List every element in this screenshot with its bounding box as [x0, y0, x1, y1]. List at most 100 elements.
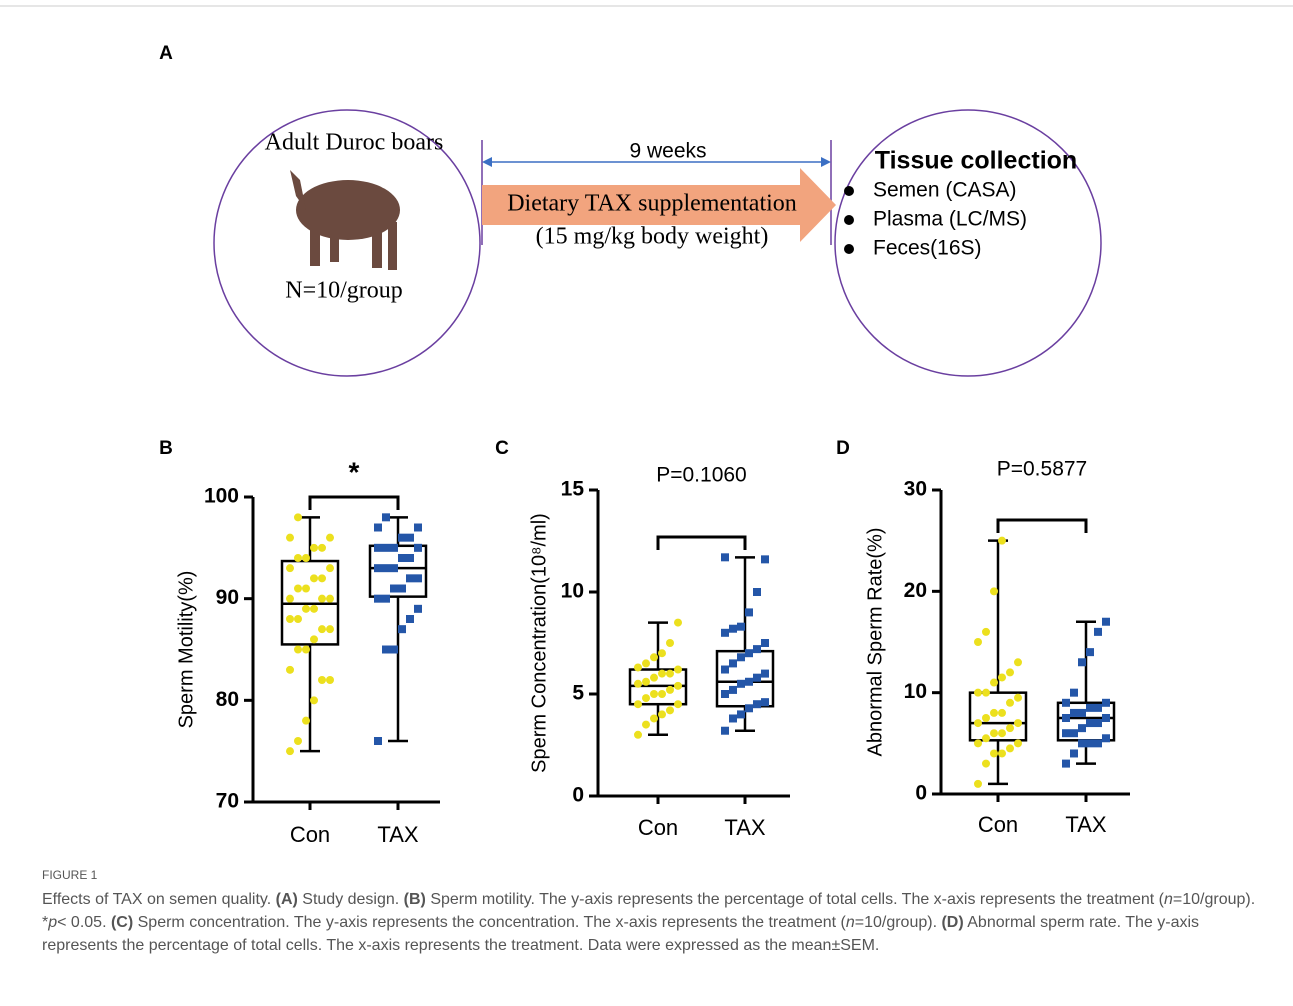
data-point — [1070, 708, 1078, 717]
data-point — [745, 704, 753, 713]
data-point — [658, 649, 666, 658]
caption: FIGURE 1 Effects of TAX on semen quality… — [42, 868, 1257, 957]
data-point — [650, 673, 658, 682]
data-point — [1078, 739, 1086, 748]
dose: (15 mg/kg body weight) — [536, 224, 769, 250]
y-axis-label: Sperm Concentration(10⁸/ml) — [528, 513, 550, 773]
data-point — [310, 574, 318, 583]
data-point — [982, 714, 990, 722]
y-tick-label: 80 — [216, 688, 239, 711]
y-tick-label: 5 — [572, 682, 584, 705]
y-tick-label: 100 — [204, 485, 239, 508]
data-point — [382, 564, 390, 573]
panel-label: C — [495, 438, 509, 459]
collection-item: Plasma (LC/MS) — [873, 208, 1027, 231]
data-point — [398, 625, 406, 634]
data-point — [1062, 714, 1070, 722]
data-point — [650, 714, 658, 723]
data-point — [990, 587, 998, 596]
box — [968, 691, 1028, 742]
collection-item: Semen (CASA) — [873, 179, 1017, 202]
data-point — [406, 574, 414, 583]
data-point — [326, 533, 334, 542]
data-point — [1014, 719, 1022, 728]
bullet — [844, 244, 854, 254]
data-point — [318, 574, 326, 583]
data-point — [398, 554, 406, 562]
data-point — [374, 523, 382, 532]
figure: A Adult Duroc boars N=10/group 9 weeks D… — [0, 5, 1293, 847]
data-point — [382, 645, 390, 654]
data-point — [318, 625, 326, 634]
data-point — [974, 688, 982, 697]
caption-part: Effects of TAX on semen quality. — [42, 891, 276, 908]
annotation: P=0.5877 — [997, 458, 1088, 481]
data-point — [398, 584, 406, 593]
y-tick-label: 0 — [572, 784, 584, 807]
data-point — [1102, 734, 1110, 743]
data-point — [382, 594, 390, 603]
data-point — [737, 653, 745, 662]
data-point — [729, 624, 737, 633]
data-point — [634, 679, 642, 688]
data-point — [634, 700, 642, 709]
data-point — [286, 665, 294, 674]
caption-part: (A) — [275, 891, 298, 908]
data-point — [1006, 724, 1014, 733]
data-point — [1094, 739, 1102, 748]
data-point — [1094, 627, 1102, 636]
data-point — [1070, 688, 1078, 697]
collection-item: Feces(16S) — [873, 237, 982, 260]
data-point — [753, 673, 761, 682]
bullet — [844, 215, 854, 225]
caption-part: n — [845, 914, 855, 931]
y-tick-label: 0 — [915, 782, 927, 805]
data-point — [642, 677, 650, 686]
data-point — [414, 574, 422, 583]
data-point — [753, 645, 761, 654]
significance-bracket — [656, 535, 747, 550]
treatment: Dietary TAX supplementation — [507, 191, 797, 217]
data-point — [761, 698, 769, 707]
data-point — [729, 714, 737, 723]
x-tick-label: TAX — [377, 822, 418, 847]
data-point — [974, 779, 982, 788]
data-point — [721, 628, 729, 637]
data-point — [998, 536, 1006, 545]
data-point — [982, 759, 990, 768]
data-point — [302, 604, 310, 613]
data-point — [674, 618, 682, 627]
data-point — [294, 615, 302, 623]
data-point — [294, 513, 302, 522]
data-point — [666, 669, 674, 678]
data-point — [414, 523, 422, 532]
caption-part: (C) — [110, 914, 134, 931]
x-tick-label: Con — [978, 812, 1018, 837]
data-point — [286, 564, 294, 573]
caption-part: n — [1164, 891, 1173, 908]
data-point — [634, 730, 642, 739]
data-point — [286, 615, 294, 623]
data-point — [1078, 708, 1086, 717]
data-point — [658, 690, 666, 698]
data-point — [390, 645, 398, 654]
collection-title: Tissue collection — [875, 147, 1077, 175]
caption-part: Abnormal sperm rate. The y-axis represen… — [42, 914, 1200, 954]
data-point — [761, 639, 769, 647]
bullet — [844, 186, 854, 196]
data-point — [1006, 698, 1014, 707]
data-point — [990, 729, 998, 738]
data-point — [302, 716, 310, 725]
caption-text: Effects of TAX on semen quality. (A) Stu… — [42, 888, 1257, 957]
data-point — [753, 700, 761, 709]
subject-circle — [213, 109, 481, 377]
data-point — [318, 676, 326, 684]
data-point — [1078, 658, 1086, 667]
data-point — [721, 553, 729, 562]
data-point — [1062, 759, 1070, 768]
y-tick-label: 30 — [904, 478, 927, 501]
data-point — [721, 665, 729, 674]
caption-part: p — [48, 914, 58, 931]
data-point — [745, 677, 753, 686]
data-point — [998, 749, 1006, 758]
